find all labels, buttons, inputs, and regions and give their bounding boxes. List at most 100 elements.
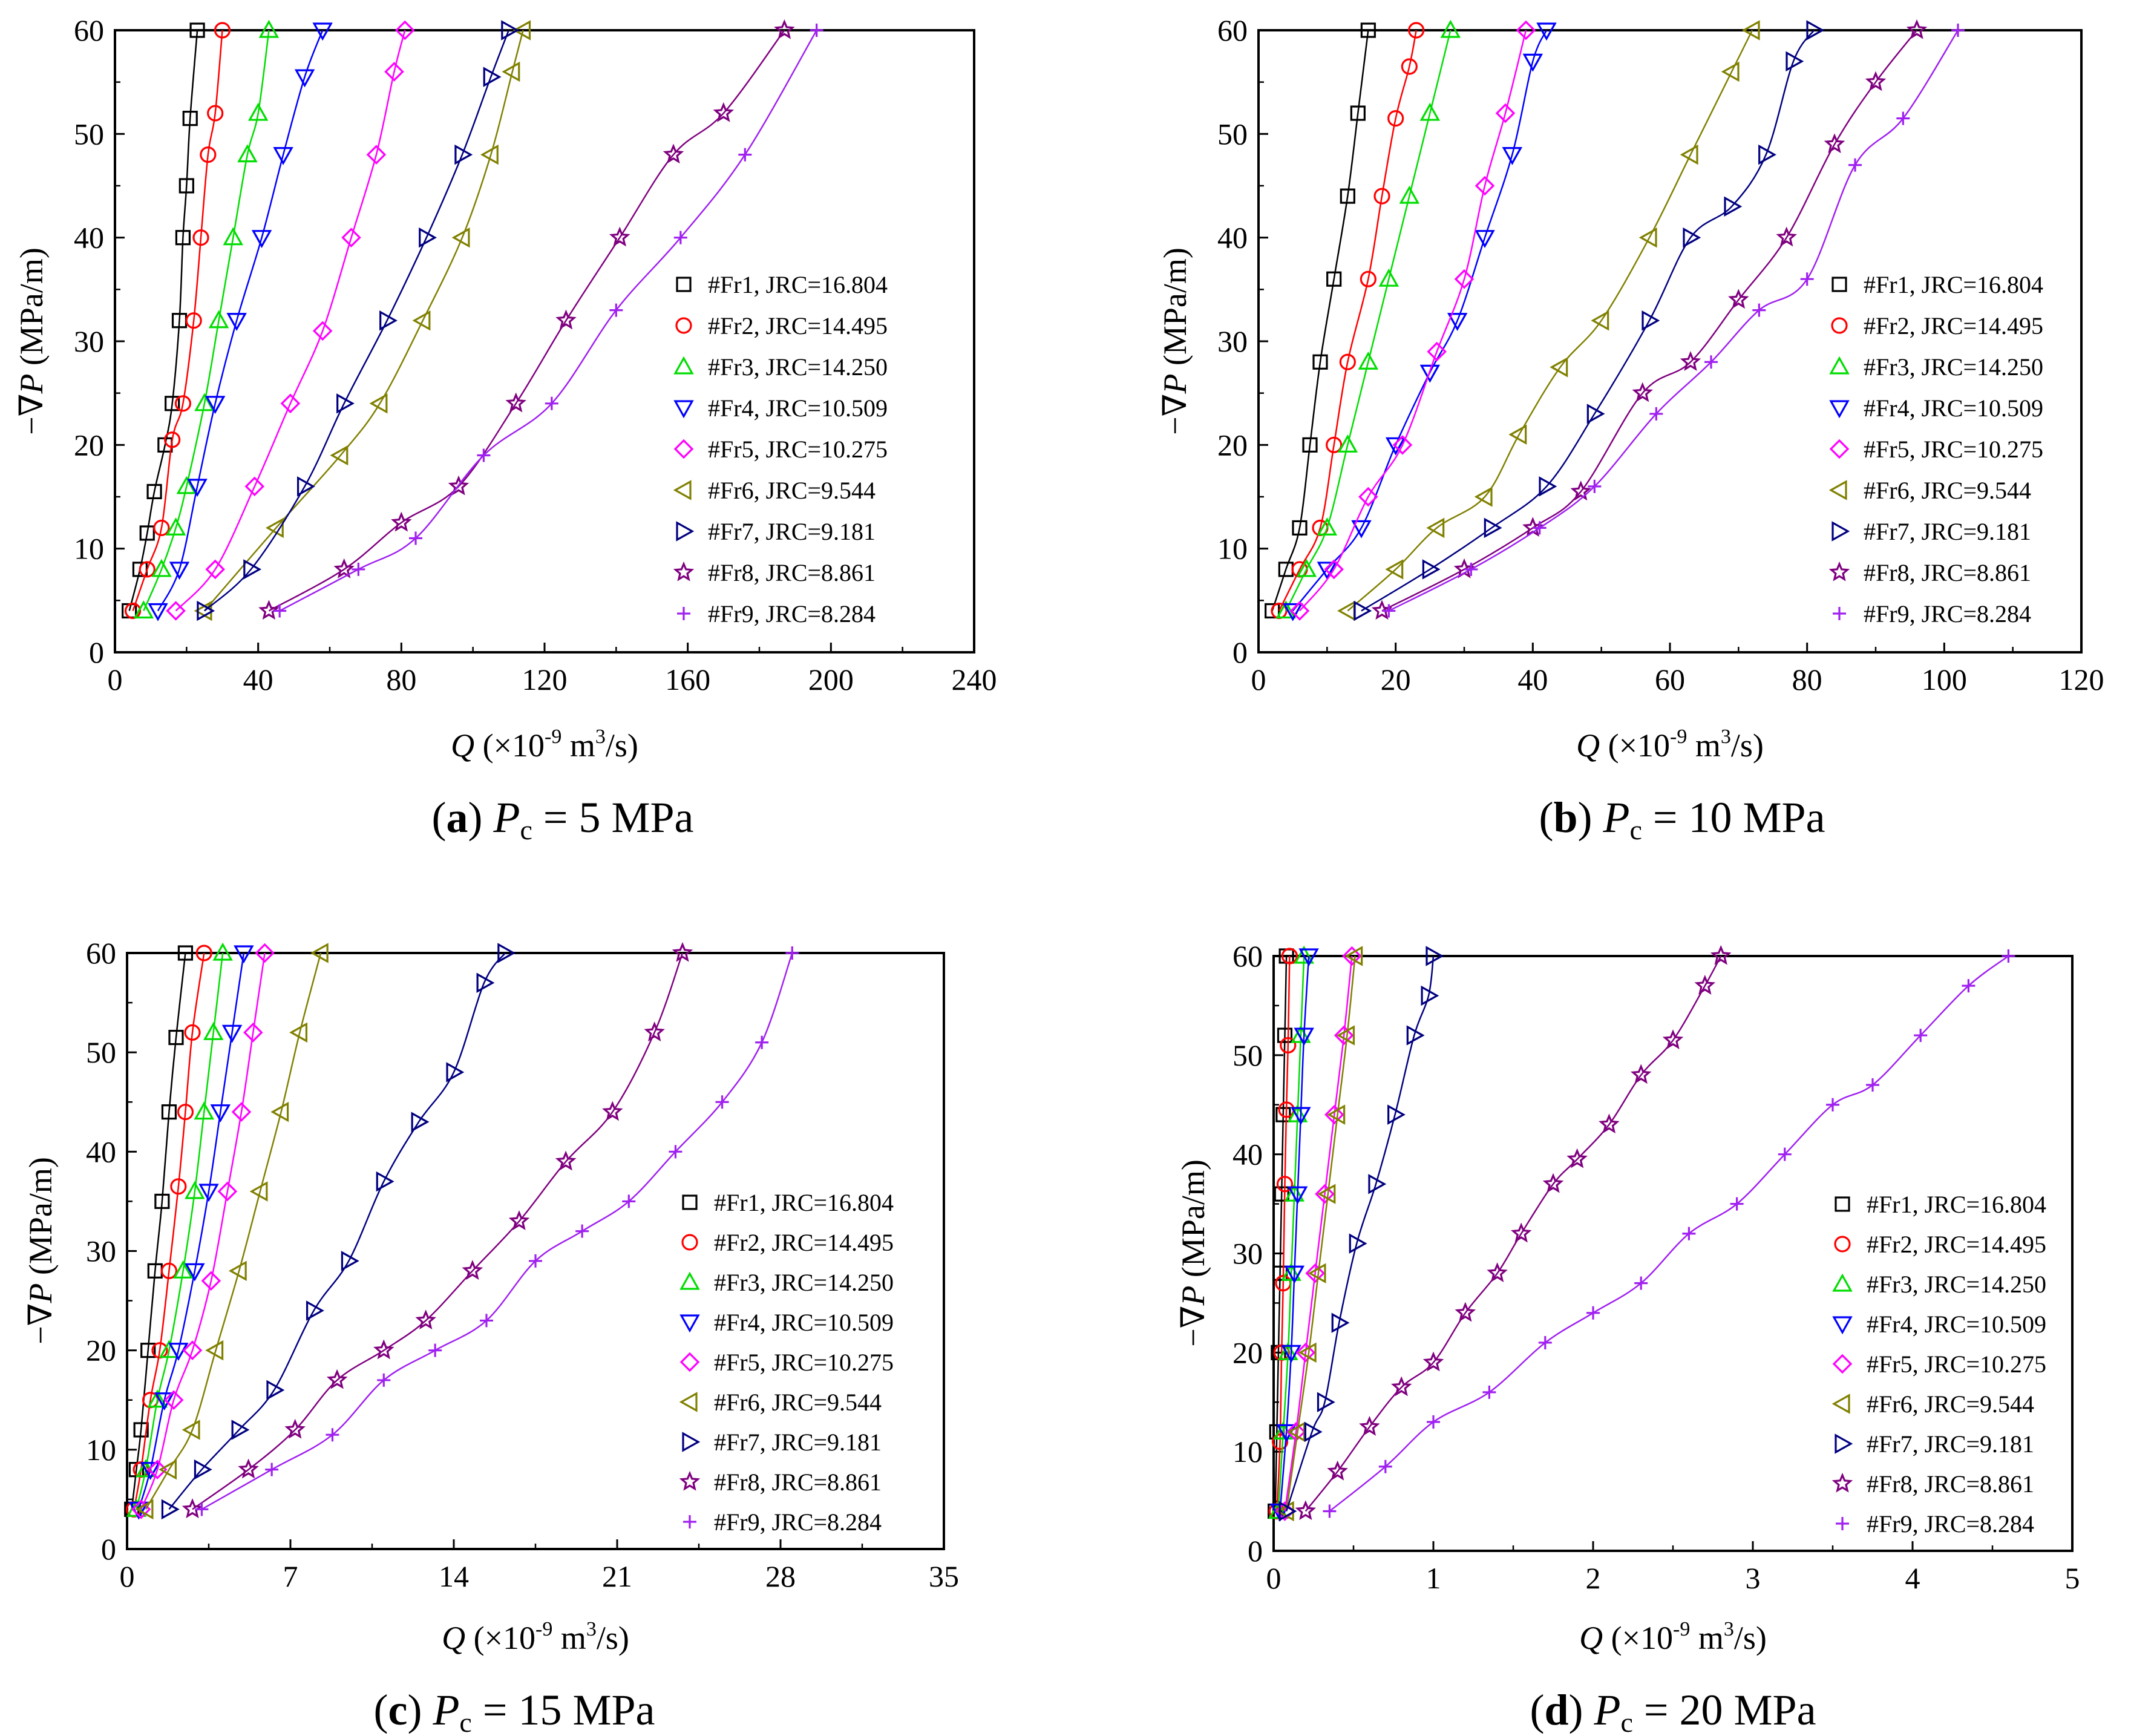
data-point-c-2-5 (160, 1262, 178, 1279)
data-point-b-6-10 (1721, 61, 1740, 82)
data-point-a-3-1 (133, 600, 154, 619)
data-point-c-5-4 (182, 1340, 203, 1360)
data-point-d-3-5 (1284, 1183, 1305, 1202)
x-tick-label-d-1: 1 (1426, 1561, 1441, 1595)
data-point-c-7-2 (194, 1459, 212, 1480)
data-point-d-4-7 (1294, 1027, 1314, 1046)
x-tick-label-a-3: 120 (522, 663, 568, 696)
data-point-b-8-6 (1680, 351, 1701, 371)
y-tick-label-a-4: 40 (74, 221, 104, 255)
data-point-a-8-6 (555, 309, 577, 330)
data-point-d-7-6 (1368, 1174, 1387, 1194)
series-line-b-3 (1285, 30, 1452, 612)
data-point-d-9-15 (2002, 949, 2015, 963)
data-point-c-8-6 (415, 1309, 436, 1330)
data-point-c-8-1 (182, 1498, 203, 1519)
legend-item-c-1: #Fr1, JRC=16.804 (682, 1189, 894, 1216)
y-tick-label-a-6: 60 (74, 13, 104, 47)
data-point-b-2-5 (1339, 353, 1356, 370)
legend-item-a-7: #Fr7, JRC=9.181 (676, 518, 876, 545)
data-point-d-9-12 (1866, 1078, 1879, 1092)
data-point-b-3-7 (1399, 185, 1420, 204)
legend-label-a-4: #Fr4, JRC=10.509 (708, 395, 888, 422)
data-point-a-3-10 (258, 19, 280, 38)
data-point-a-3-9 (247, 102, 269, 121)
data-point-c-1-4 (140, 1343, 156, 1358)
x-tick-label-b-1: 20 (1381, 663, 1411, 696)
y-tick-label-d-3: 30 (1232, 1237, 1263, 1271)
data-point-a-6-5 (412, 310, 431, 331)
data-point-d-9-13 (1914, 1029, 1928, 1043)
data-point-c-1-6 (154, 1193, 170, 1210)
data-point-c-7-5 (306, 1300, 324, 1321)
data-point-a-2-3 (153, 519, 170, 537)
legend-item-a-9: #Fr9, JRC=8.284 (677, 600, 876, 627)
data-point-a-8-8 (663, 143, 684, 164)
data-point-b-7-9 (1758, 144, 1776, 165)
data-point-d-9-14 (1962, 979, 1976, 993)
data-point-a-6-4 (369, 393, 388, 414)
legend-marker-d-4 (1832, 1316, 1853, 1335)
legend-label-c-9: #Fr9, JRC=8.284 (714, 1508, 882, 1536)
data-point-a-8-1 (258, 600, 280, 620)
data-point-a-8-10 (774, 19, 795, 39)
legend-marker-b-8 (1828, 561, 1850, 581)
data-point-b-5-6 (1454, 269, 1475, 289)
series-b-3 (1275, 19, 1461, 619)
data-point-d-9-11 (1826, 1098, 1839, 1112)
data-point-a-3-4 (176, 476, 197, 494)
legend-marker-b-3 (1829, 356, 1850, 375)
series-line-d-7 (1285, 955, 1435, 1512)
x-tick-label-d-5: 5 (2065, 1561, 2080, 1595)
data-point-a-7-5 (379, 310, 398, 331)
axes-a: 0 40 80 120 160 200 240 0 10 20 30 40 50 60 (74, 13, 997, 696)
data-point-d-9-9 (1730, 1197, 1744, 1211)
data-point-c-6-7 (270, 1101, 289, 1122)
data-point-a-9-6 (609, 303, 623, 317)
data-point-b-4-6 (1447, 313, 1468, 332)
data-point-a-7-2 (243, 559, 262, 580)
legend-item-c-8: #Fr8, JRC=8.861 (679, 1469, 882, 1496)
data-point-b-7-1 (1354, 600, 1372, 621)
data-point-d-9-4 (1482, 1385, 1496, 1399)
data-point-c-5-2 (147, 1459, 168, 1479)
legend-marker-a-5 (673, 439, 694, 459)
legend-item-d-9: #Fr9, JRC=8.284 (1836, 1510, 2034, 1538)
data-point-c-4-2 (140, 1462, 161, 1480)
data-point-b-8-7 (1728, 289, 1749, 309)
data-point-c-9-13 (785, 946, 799, 960)
legend-item-d-8: #Fr8, JRC=8.861 (1831, 1470, 2034, 1498)
data-point-c-2-8 (184, 1024, 201, 1041)
data-point-b-4-7 (1475, 230, 1495, 248)
data-point-d-6-3 (1298, 1342, 1317, 1363)
data-point-b-7-6 (1642, 310, 1660, 331)
data-point-a-3-6 (208, 310, 229, 329)
y-tick-label-b-0: 0 (1232, 635, 1248, 669)
data-point-b-3-8 (1419, 102, 1441, 121)
data-point-c-9-11 (715, 1095, 729, 1109)
data-point-b-7-11 (1806, 20, 1825, 41)
x-tick-label-a-0: 0 (108, 663, 123, 696)
legend-marker-b-1 (1831, 277, 1847, 292)
legend-item-a-3: #Fr3, JRC=14.250 (673, 353, 888, 381)
data-point-a-4-5 (226, 313, 247, 332)
data-point-c-1-8 (168, 1029, 184, 1046)
y-tick-label-b-3: 30 (1217, 324, 1248, 358)
data-point-d-7-9 (1421, 985, 1439, 1006)
y-axis-label-a: −∇P (MPa/m) (13, 247, 50, 435)
data-point-a-4-8 (294, 69, 315, 88)
y-tick-label-c-6: 60 (86, 936, 116, 970)
data-point-a-6-3 (330, 445, 349, 466)
data-point-a-1-8 (175, 230, 191, 246)
data-point-b-7-4 (1539, 476, 1557, 497)
data-point-d-5-3 (1295, 1343, 1316, 1363)
data-point-d-9-5 (1538, 1335, 1552, 1349)
data-point-c-8-12 (672, 942, 693, 962)
series-c-5 (131, 943, 275, 1519)
data-point-b-5-5 (1427, 341, 1447, 362)
data-point-d-3-3 (1278, 1342, 1298, 1360)
y-tick-label-d-0: 0 (1248, 1534, 1263, 1568)
data-point-d-8-10 (1566, 1148, 1588, 1168)
data-point-d-8-11 (1599, 1113, 1620, 1134)
legend-marker-a-9 (677, 607, 690, 620)
